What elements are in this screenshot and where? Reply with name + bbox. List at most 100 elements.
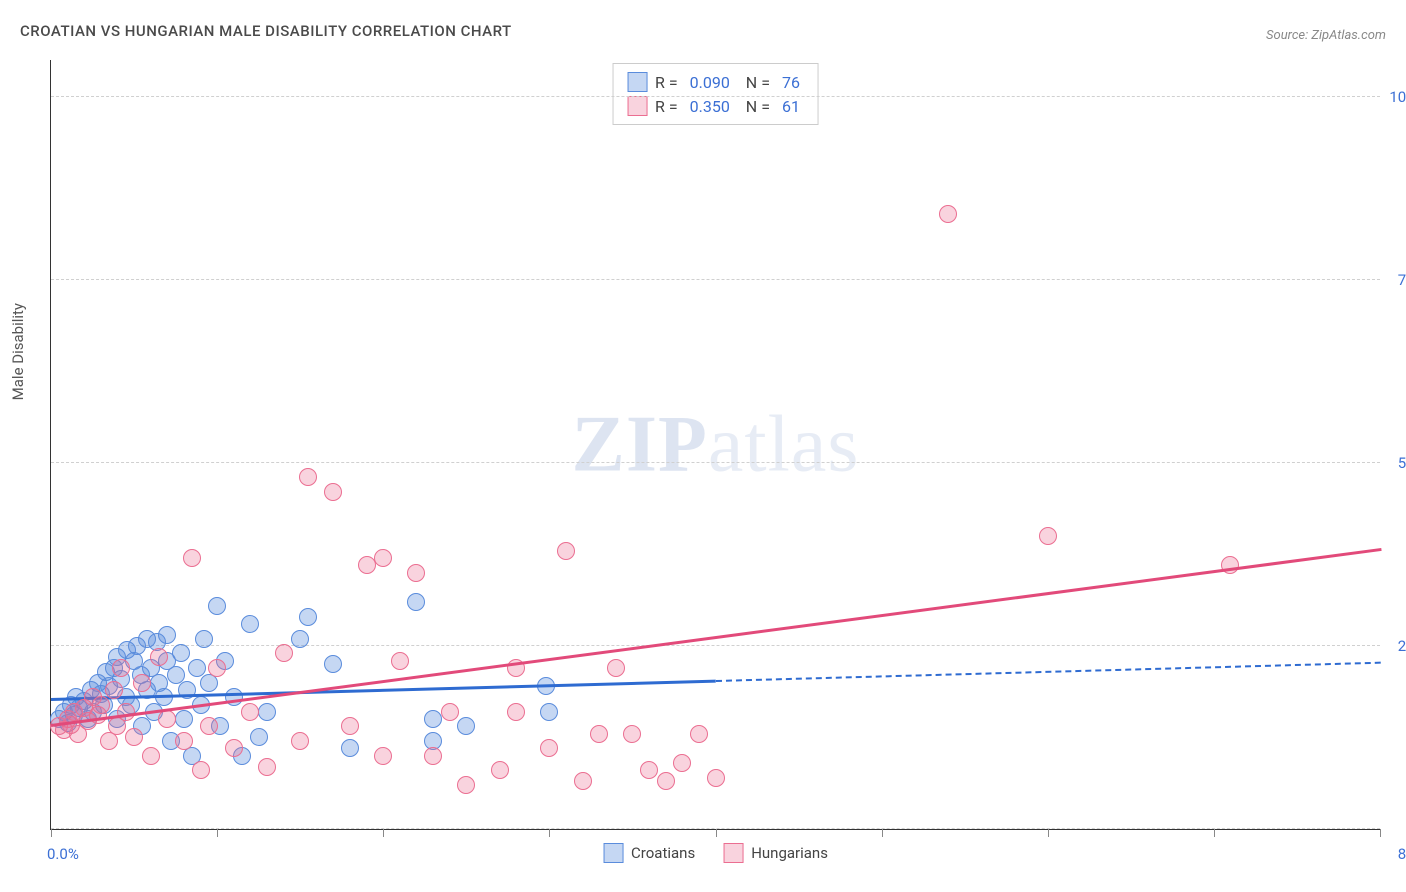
x-tick: [549, 829, 550, 837]
data-point: [324, 655, 342, 673]
swatch-icon: [627, 96, 647, 116]
data-point: [590, 725, 608, 743]
data-point: [540, 703, 558, 721]
data-point: [158, 710, 176, 728]
data-point: [407, 593, 425, 611]
y-tick-label: 100.0%: [1389, 88, 1406, 106]
data-point: [183, 549, 201, 567]
trend-line: [51, 548, 1381, 726]
data-point: [324, 483, 342, 501]
trend-line-extension: [716, 662, 1381, 682]
data-point: [358, 556, 376, 574]
legend-label: Hungarians: [751, 844, 828, 862]
x-tick-label: 0.0%: [47, 845, 79, 863]
data-point: [574, 772, 592, 790]
data-point: [557, 542, 575, 560]
x-tick: [882, 829, 883, 837]
y-tick-label: 75.0%: [1398, 271, 1406, 289]
data-point: [424, 710, 442, 728]
gridline: [51, 645, 1380, 646]
data-point: [341, 739, 359, 757]
data-point: [112, 659, 130, 677]
data-point: [441, 703, 459, 721]
data-point: [175, 732, 193, 750]
swatch-icon: [627, 72, 647, 92]
data-point: [540, 739, 558, 757]
chart-container: CROATIAN VS HUNGARIAN MALE DISABILITY CO…: [0, 0, 1406, 892]
data-point: [640, 761, 658, 779]
n-value: 61: [778, 97, 804, 116]
data-point: [1221, 556, 1239, 574]
x-tick: [716, 829, 717, 837]
data-point: [291, 732, 309, 750]
data-point: [158, 626, 176, 644]
x-tick: [1380, 829, 1381, 837]
n-value: 76: [778, 73, 804, 92]
data-point: [299, 608, 317, 626]
data-point: [150, 648, 168, 666]
data-point: [391, 652, 409, 670]
data-point: [175, 710, 193, 728]
legend-row-hungarians: R = 0.350 N = 61: [627, 94, 804, 118]
data-point: [225, 739, 243, 757]
y-tick-label: 25.0%: [1398, 637, 1406, 655]
data-point: [507, 703, 525, 721]
data-point: [225, 688, 243, 706]
data-point: [341, 717, 359, 735]
data-point: [291, 630, 309, 648]
plot-area: ZIPatlas R = 0.090 N = 76 R = 0.350 N = …: [50, 60, 1380, 830]
data-point: [623, 725, 641, 743]
data-point: [258, 758, 276, 776]
data-point: [1039, 527, 1057, 545]
watermark: ZIPatlas: [572, 399, 860, 490]
data-point: [241, 703, 259, 721]
data-point: [673, 754, 691, 772]
data-point: [424, 747, 442, 765]
gridline: [51, 279, 1380, 280]
data-point: [657, 772, 675, 790]
data-point: [374, 747, 392, 765]
x-tick: [217, 829, 218, 837]
x-tick: [1048, 829, 1049, 837]
data-point: [208, 597, 226, 615]
x-tick: [383, 829, 384, 837]
data-point: [200, 717, 218, 735]
chart-title: CROATIAN VS HUNGARIAN MALE DISABILITY CO…: [20, 22, 512, 40]
y-tick-label: 50.0%: [1398, 454, 1406, 472]
data-point: [258, 703, 276, 721]
data-point: [241, 615, 259, 633]
data-point: [105, 681, 123, 699]
data-point: [607, 659, 625, 677]
data-point: [133, 674, 151, 692]
data-point: [195, 630, 213, 648]
legend-row-croatians: R = 0.090 N = 76: [627, 70, 804, 94]
data-point: [457, 717, 475, 735]
swatch-icon: [603, 843, 623, 863]
x-tick: [1214, 829, 1215, 837]
legend-item-croatians: Croatians: [603, 843, 695, 863]
data-point: [939, 205, 957, 223]
data-point: [457, 776, 475, 794]
data-point: [208, 659, 226, 677]
legend-correlation: R = 0.090 N = 76 R = 0.350 N = 61: [612, 63, 819, 125]
legend-series: Croatians Hungarians: [603, 843, 828, 863]
x-tick: [51, 829, 52, 837]
r-value: 0.350: [686, 97, 734, 116]
data-point: [374, 549, 392, 567]
data-point: [92, 696, 110, 714]
y-axis-title: Male Disability: [9, 303, 27, 400]
data-point: [491, 761, 509, 779]
watermark-zip: ZIP: [572, 400, 708, 488]
data-point: [172, 644, 190, 662]
data-point: [407, 564, 425, 582]
data-point: [125, 728, 143, 746]
data-point: [250, 728, 268, 746]
data-point: [192, 761, 210, 779]
r-value: 0.090: [686, 73, 734, 92]
watermark-atlas: atlas: [708, 400, 860, 488]
data-point: [299, 468, 317, 486]
legend-item-hungarians: Hungarians: [723, 843, 828, 863]
source-label: Source: ZipAtlas.com: [1266, 28, 1386, 43]
data-point: [275, 644, 293, 662]
data-point: [142, 747, 160, 765]
